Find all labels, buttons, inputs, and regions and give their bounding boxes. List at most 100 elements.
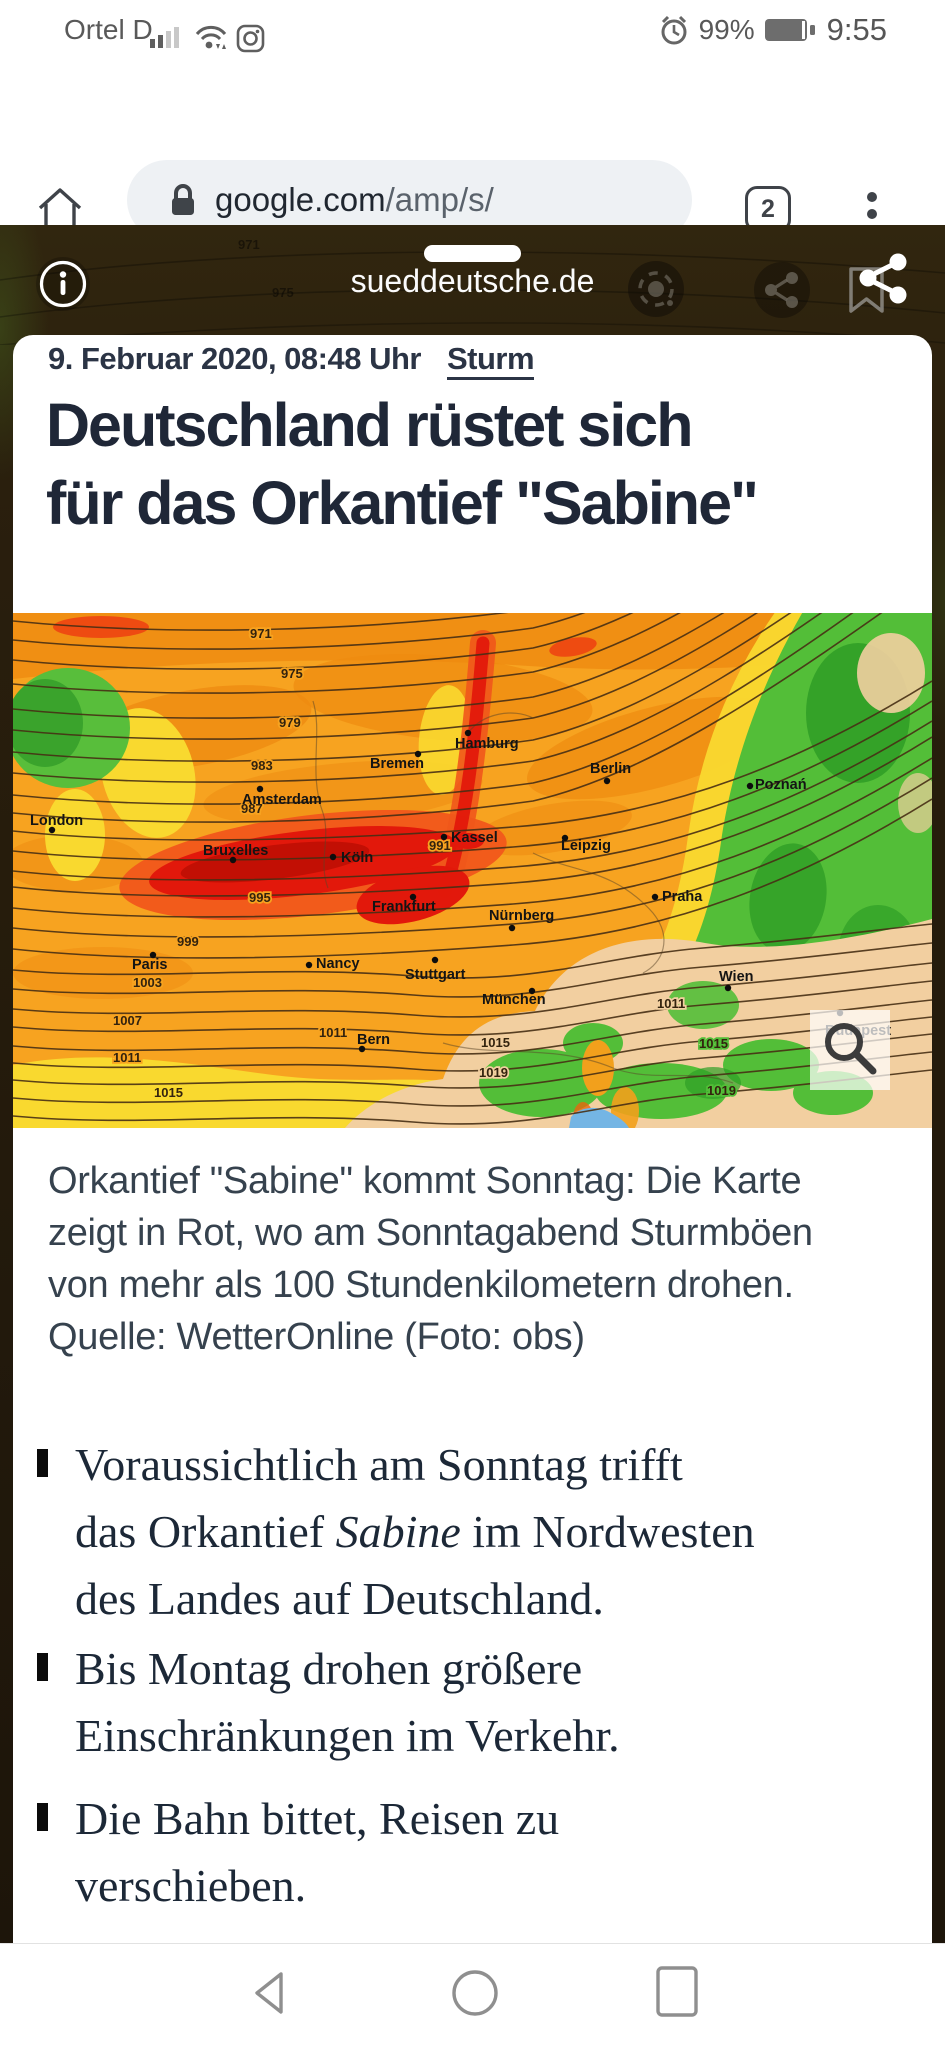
city-label: Amsterdam <box>242 792 322 808</box>
amp-viewer-header: sueddeutsche.de <box>0 225 945 335</box>
battery-percent: 99% <box>698 14 755 45</box>
isobar-label: 975 <box>281 666 303 681</box>
city-label: Bruxelles <box>203 843 268 859</box>
lens-icon <box>628 261 684 317</box>
dateline-row: 9. Februar 2020, 08:48 Uhr Sturm <box>48 341 535 380</box>
drag-handle[interactable] <box>424 245 521 262</box>
home-circle-icon[interactable] <box>450 1968 500 2018</box>
url-path: /amp/s/ <box>385 181 494 218</box>
summary-bullet: Die Bahn bittet, Reisen zu verschieben. <box>37 1785 923 1919</box>
instagram-icon <box>236 24 265 53</box>
city-label: Nürnberg <box>489 908 554 924</box>
city-label: Köln <box>341 850 373 866</box>
caption-line: zeigt in Rot, wo am Sonntagabend Sturmbö… <box>48 1212 813 1254</box>
isobar-labels: 971 975 979 983 987 991 995 999 1003 100… <box>111 624 737 1102</box>
bullet-line: Voraussichtlich am Sonntag trifft <box>75 1439 683 1490</box>
bullet-line: Die Bahn bittet, Reisen zu <box>75 1793 560 1844</box>
share-icon-white[interactable] <box>856 250 912 308</box>
dim-isobar-label: 971 <box>238 237 260 252</box>
android-nav-bar <box>0 1943 945 2048</box>
city-label: Paris <box>132 957 167 973</box>
city-label: Nancy <box>316 956 360 972</box>
dim-isobar-label: 975 <box>272 285 294 300</box>
bullet-marker <box>37 1803 48 1831</box>
isobar-label: 1011 <box>319 1025 347 1040</box>
isobar-label: 1019 <box>479 1065 508 1080</box>
city-label: Frankfurt <box>372 899 436 915</box>
storm-red-band <box>53 616 597 925</box>
bullet-line: An der Nordsee wird Hochwasser <box>75 1933 923 1943</box>
city-label: Bremen <box>370 756 424 772</box>
bullet-line: verschieben. <box>75 1860 307 1911</box>
city-label: Poznań <box>755 777 807 793</box>
isobar-lines <box>13 613 932 1125</box>
map-zoom-button[interactable] <box>810 1010 890 1090</box>
isobar-label: 1011 <box>113 1050 141 1065</box>
alarm-icon <box>661 15 687 45</box>
kicker-link[interactable]: Sturm <box>446 341 535 380</box>
isobar-label: 1019 <box>707 1083 736 1098</box>
isobar-label: 971 <box>250 626 272 641</box>
bookmark-icon <box>849 267 884 313</box>
caption-line: Quelle: WetterOnline (Foto: obs) <box>48 1316 585 1358</box>
isobar-label: 1015 <box>154 1085 183 1100</box>
country-borders <box>312 700 734 1084</box>
caption-line: von mehr als 100 Stundenkilometern drohe… <box>48 1264 794 1306</box>
article-card: 9. Februar 2020, 08:48 Uhr Sturm Deutschl… <box>13 335 932 1943</box>
wifi-icon <box>195 25 227 49</box>
info-icon[interactable] <box>33 255 93 315</box>
adriatic-sea <box>569 1107 629 1128</box>
city-label: Praha <box>662 889 703 905</box>
caption-line: Orkantief "Sabine" kommt Sonntag: Die Ka… <box>48 1160 802 1202</box>
dateline: 9. Februar 2020, 08:48 Uhr <box>48 341 421 376</box>
carrier-label: Ortel D <box>64 14 153 45</box>
summary-bullet: Bis Montag drohen größere Einschränkunge… <box>37 1635 923 1769</box>
url-host: google.com <box>215 181 386 218</box>
image-caption: Orkantief "Sabine" kommt Sonntag: Die Ka… <box>48 1155 813 1363</box>
browser-toolbar: google.com/amp/s/ 2 <box>0 60 945 240</box>
city-label: Wien <box>719 969 754 985</box>
bullet-line: Einschränkungen im Verkehr. <box>75 1710 620 1761</box>
city-label: Leipzig <box>561 838 611 854</box>
isobar-label: 979 <box>279 715 301 730</box>
summary-bullet-clipped: An der Nordsee wird Hochwasser <box>37 1933 923 1943</box>
isobar-label: 987 <box>241 801 263 816</box>
magnifier-icon <box>825 1023 877 1075</box>
city-label: Bern <box>357 1032 390 1048</box>
bullet-marker <box>37 1449 48 1477</box>
share-icon <box>754 262 810 318</box>
city-label: Berlin <box>590 761 631 777</box>
isobar-label: 991 <box>429 838 451 853</box>
lock-icon <box>172 184 194 215</box>
city-label: Kassel <box>451 830 498 846</box>
weather-map-image[interactable]: 971 975 979 983 987 991 995 999 1003 100… <box>13 613 932 1128</box>
isobar-label: 999 <box>177 934 199 949</box>
battery-icon <box>764 19 815 41</box>
status-bar: Ortel D 99% <box>0 0 945 60</box>
isobar-label: 1003 <box>133 975 162 990</box>
back-icon[interactable] <box>247 1968 297 2018</box>
url-text: google.com/amp/s/ <box>215 181 494 219</box>
recents-icon[interactable] <box>652 1966 702 2020</box>
status-right-cluster: 99% 9:55 <box>659 12 887 48</box>
city-label: München <box>482 992 546 1008</box>
isobar-label: 995 <box>249 890 271 905</box>
tab-count: 2 <box>761 194 775 223</box>
amp-source-domain[interactable]: sueddeutsche.de <box>350 263 595 299</box>
clock: 9:55 <box>826 12 887 47</box>
bullet-line: des Landes auf Deutschland. <box>75 1573 604 1624</box>
isobar-label: 1011 <box>657 996 685 1011</box>
city-label: Stuttgart <box>405 967 466 983</box>
isobar-label: 1015 <box>481 1035 510 1050</box>
headline-line-2: für das Orkantief "Sabine" <box>46 469 759 537</box>
storm-name-italic: Sabine <box>335 1506 461 1557</box>
isobar-label: 1015 <box>699 1036 728 1051</box>
city-label: Hamburg <box>455 736 519 752</box>
headline-line-1: Deutschland rüstet sich <box>46 391 693 459</box>
bullet-marker <box>37 1653 48 1681</box>
signal-strength-icon <box>150 27 179 48</box>
isobar-label: 1007 <box>113 1013 142 1028</box>
isobar-label: 983 <box>251 758 273 773</box>
bullet-line: Bis Montag drohen größere <box>75 1643 583 1694</box>
